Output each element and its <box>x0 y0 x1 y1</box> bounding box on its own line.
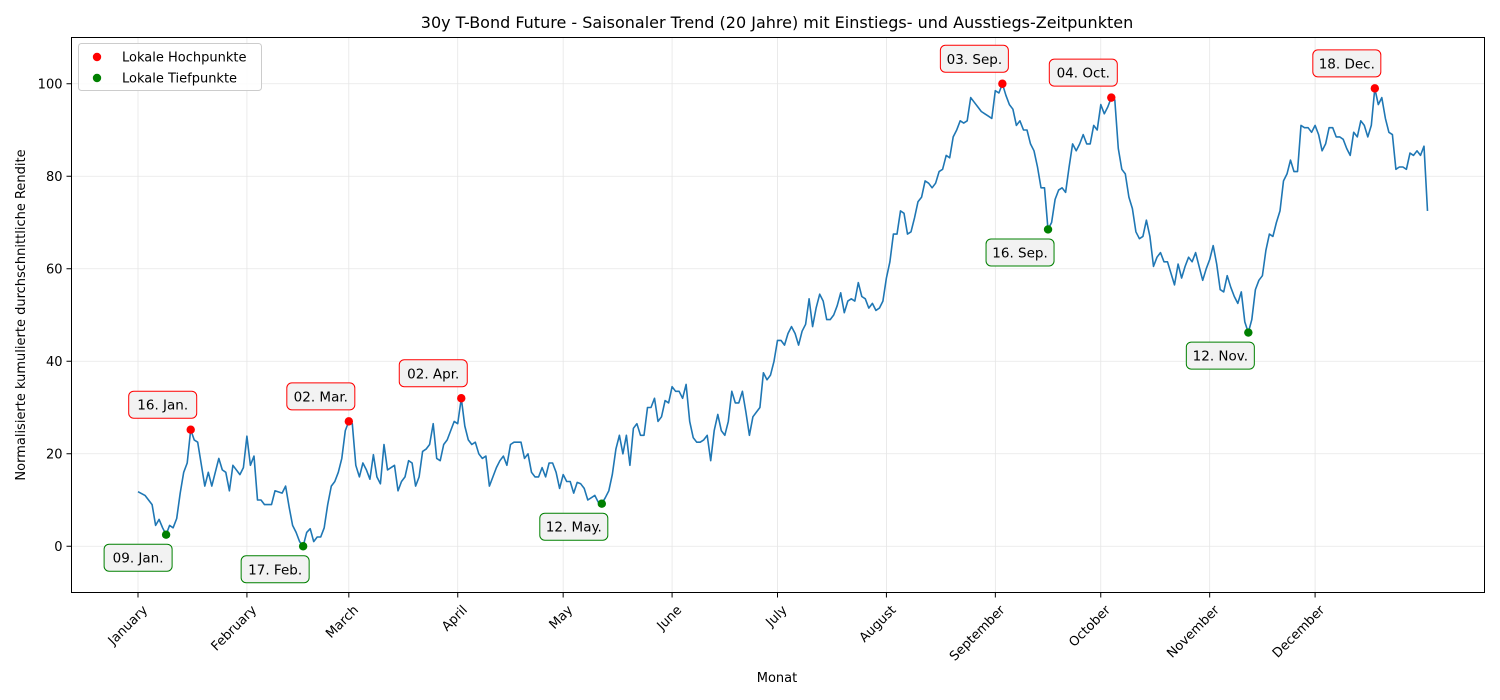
legend: Lokale Hochpunkte Lokale Tiefpunkte <box>78 43 262 91</box>
y-tick-label: 40 <box>46 355 63 370</box>
x-tick-label: October <box>1066 602 1114 650</box>
peak-marker <box>457 394 466 403</box>
peak-annotation-label: 03. Sep. <box>947 52 1003 68</box>
trough-annotation-box <box>1185 341 1255 370</box>
trough-annotation-box <box>240 555 310 584</box>
trough-annotation-box <box>539 512 609 541</box>
x-tick-label: June <box>654 603 685 634</box>
peak-marker <box>1370 84 1380 93</box>
y-tick-label: 100 <box>38 77 63 92</box>
y-tick-label: 0 <box>54 540 62 555</box>
grid-lines <box>71 37 1485 593</box>
peak-annotation-box <box>286 382 356 411</box>
y-tick-label: 80 <box>46 170 63 185</box>
x-tick-label: July <box>763 603 791 631</box>
peak-annotation-box <box>1312 49 1382 78</box>
x-tick-label: May <box>547 603 577 633</box>
peak-annotation-box <box>398 359 468 388</box>
x-axis: January February March April May June July Augu… <box>105 592 1329 664</box>
x-tick-label: March <box>323 603 362 642</box>
legend-trough-marker <box>92 73 102 83</box>
x-tick-label: August <box>857 603 900 646</box>
legend-frame <box>78 43 262 91</box>
x-axis-label: Monat <box>757 671 797 686</box>
x-tick-label: February <box>209 603 261 655</box>
trough-annotation-box <box>985 238 1055 267</box>
peak-annotation-box <box>939 44 1009 73</box>
plot-frame <box>71 37 1485 593</box>
x-tick-label: April <box>439 603 471 635</box>
y-axis: 0 20 40 60 80 100 <box>38 77 72 555</box>
series-layer <box>137 83 1429 548</box>
trough-annotation-label: 12. May. <box>546 520 602 536</box>
trough-marker <box>597 499 607 508</box>
trough-annotation-label: 16. Sep. <box>992 245 1048 261</box>
peak-marker <box>998 79 1007 88</box>
legend-entry-label: Lokale Hochpunkte <box>122 51 246 66</box>
trough-marker <box>1043 225 1053 234</box>
trough-annotation-label: 12. Nov. <box>1193 349 1248 365</box>
peak-marker <box>344 417 354 426</box>
x-tick-label: September <box>947 602 1009 664</box>
x-tick-label: January <box>105 603 151 649</box>
legend-peak-marker <box>92 52 102 62</box>
trough-annotation-label: 09. Jan. <box>113 551 164 567</box>
chart-title: 30y T-Bond Future - Saisonaler Trend (20… <box>421 13 1133 32</box>
x-tick-label: December <box>1270 602 1329 661</box>
trough-marker <box>161 530 171 539</box>
y-tick-label: 60 <box>46 262 63 277</box>
peak-annotation-label: 02. Apr. <box>407 366 459 382</box>
y-axis-label: Normalisierte kumulierte durchschnittlic… <box>14 149 29 480</box>
annotation-layer: 16. Jan. 02. Mar. 02. Apr. 03. Sep. 04. Oct.… <box>103 44 1382 584</box>
y-tick-label: 20 <box>46 447 63 462</box>
peak-annotation-label: 16. Jan. <box>137 398 188 414</box>
peak-marker <box>1107 93 1116 102</box>
peak-annotation-label: 18. Dec. <box>1319 56 1375 72</box>
trough-annotation-box <box>103 543 173 572</box>
peak-marker <box>186 425 195 434</box>
peak-annotation-box <box>128 390 198 419</box>
series-line <box>137 83 1429 548</box>
trough-marker <box>298 542 308 551</box>
peak-annotation-label: 04. Oct. <box>1057 66 1110 82</box>
x-tick-label: November <box>1164 602 1223 661</box>
legend-entry-label: Lokale Tiefpunkte <box>122 72 237 87</box>
peak-annotation-box <box>1048 58 1118 87</box>
marker-layer <box>161 79 1380 551</box>
trough-annotation-label: 17. Feb. <box>248 562 302 578</box>
peak-annotation-label: 02. Mar. <box>294 389 348 405</box>
trough-marker <box>1244 328 1253 337</box>
